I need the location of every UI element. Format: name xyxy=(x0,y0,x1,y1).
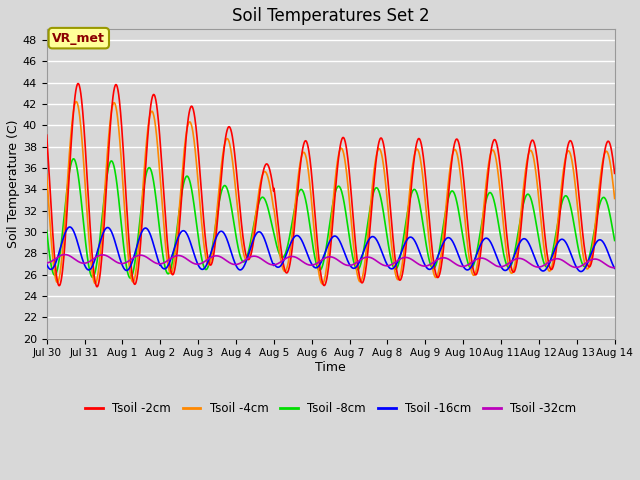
Tsoil -8cm xyxy=(611,238,618,243)
Tsoil -8cm xyxy=(43,228,51,233)
Tsoil -2cm xyxy=(87,237,95,243)
Tsoil -16cm xyxy=(43,262,51,267)
Tsoil -16cm xyxy=(296,234,303,240)
Tsoil -2cm xyxy=(296,164,304,170)
X-axis label: Time: Time xyxy=(316,361,346,374)
Tsoil -8cm xyxy=(70,156,77,162)
Tsoil -4cm xyxy=(611,196,618,202)
Tsoil -4cm xyxy=(296,162,303,168)
Line: Tsoil -4cm: Tsoil -4cm xyxy=(47,102,614,284)
Tsoil -4cm xyxy=(72,99,80,105)
Legend: Tsoil -2cm, Tsoil -4cm, Tsoil -8cm, Tsoil -16cm, Tsoil -32cm: Tsoil -2cm, Tsoil -4cm, Tsoil -8cm, Tsoi… xyxy=(80,397,581,420)
Y-axis label: Soil Temperature (C): Soil Temperature (C) xyxy=(7,120,20,248)
Tsoil -8cm xyxy=(87,273,95,278)
Tsoil -2cm xyxy=(43,132,51,138)
Tsoil -32cm xyxy=(284,254,292,260)
Tsoil -32cm xyxy=(367,254,374,260)
Tsoil -32cm xyxy=(87,258,95,264)
Tsoil -4cm xyxy=(110,100,118,106)
Tsoil -4cm xyxy=(87,260,95,266)
Tsoil -4cm xyxy=(306,182,314,188)
Tsoil -8cm xyxy=(307,226,314,232)
Tsoil -16cm xyxy=(87,265,95,271)
Line: Tsoil -8cm: Tsoil -8cm xyxy=(47,159,614,278)
Tsoil -2cm xyxy=(111,84,118,90)
Tsoil -16cm xyxy=(367,235,374,240)
Line: Tsoil -32cm: Tsoil -32cm xyxy=(47,254,614,268)
Tsoil -8cm xyxy=(285,240,292,245)
Tsoil -16cm xyxy=(66,224,74,230)
Tsoil -16cm xyxy=(611,265,618,271)
Tsoil -32cm xyxy=(610,265,618,271)
Line: Tsoil -16cm: Tsoil -16cm xyxy=(47,227,614,272)
Text: VR_met: VR_met xyxy=(52,32,105,45)
Tsoil -32cm xyxy=(110,258,118,264)
Tsoil -32cm xyxy=(43,260,51,266)
Tsoil -32cm xyxy=(611,265,618,271)
Tsoil -16cm xyxy=(577,269,585,275)
Tsoil -2cm xyxy=(285,267,292,273)
Tsoil -32cm xyxy=(61,252,68,257)
Tsoil -32cm xyxy=(296,257,303,263)
Tsoil -2cm xyxy=(74,81,82,86)
Tsoil -8cm xyxy=(127,275,134,281)
Tsoil -32cm xyxy=(306,262,314,268)
Tsoil -2cm xyxy=(611,170,618,176)
Tsoil -2cm xyxy=(93,284,101,289)
Tsoil -8cm xyxy=(296,187,304,193)
Tsoil -2cm xyxy=(307,160,314,166)
Tsoil -4cm xyxy=(367,201,374,207)
Tsoil -2cm xyxy=(367,218,374,224)
Tsoil -8cm xyxy=(367,203,374,208)
Line: Tsoil -2cm: Tsoil -2cm xyxy=(47,84,614,287)
Tsoil -4cm xyxy=(318,281,326,287)
Tsoil -16cm xyxy=(110,236,118,242)
Tsoil -16cm xyxy=(306,258,314,264)
Tsoil -8cm xyxy=(110,164,118,170)
Title: Soil Temperatures Set 2: Soil Temperatures Set 2 xyxy=(232,7,429,25)
Tsoil -16cm xyxy=(284,247,292,253)
Tsoil -4cm xyxy=(43,171,51,177)
Tsoil -4cm xyxy=(284,261,292,266)
